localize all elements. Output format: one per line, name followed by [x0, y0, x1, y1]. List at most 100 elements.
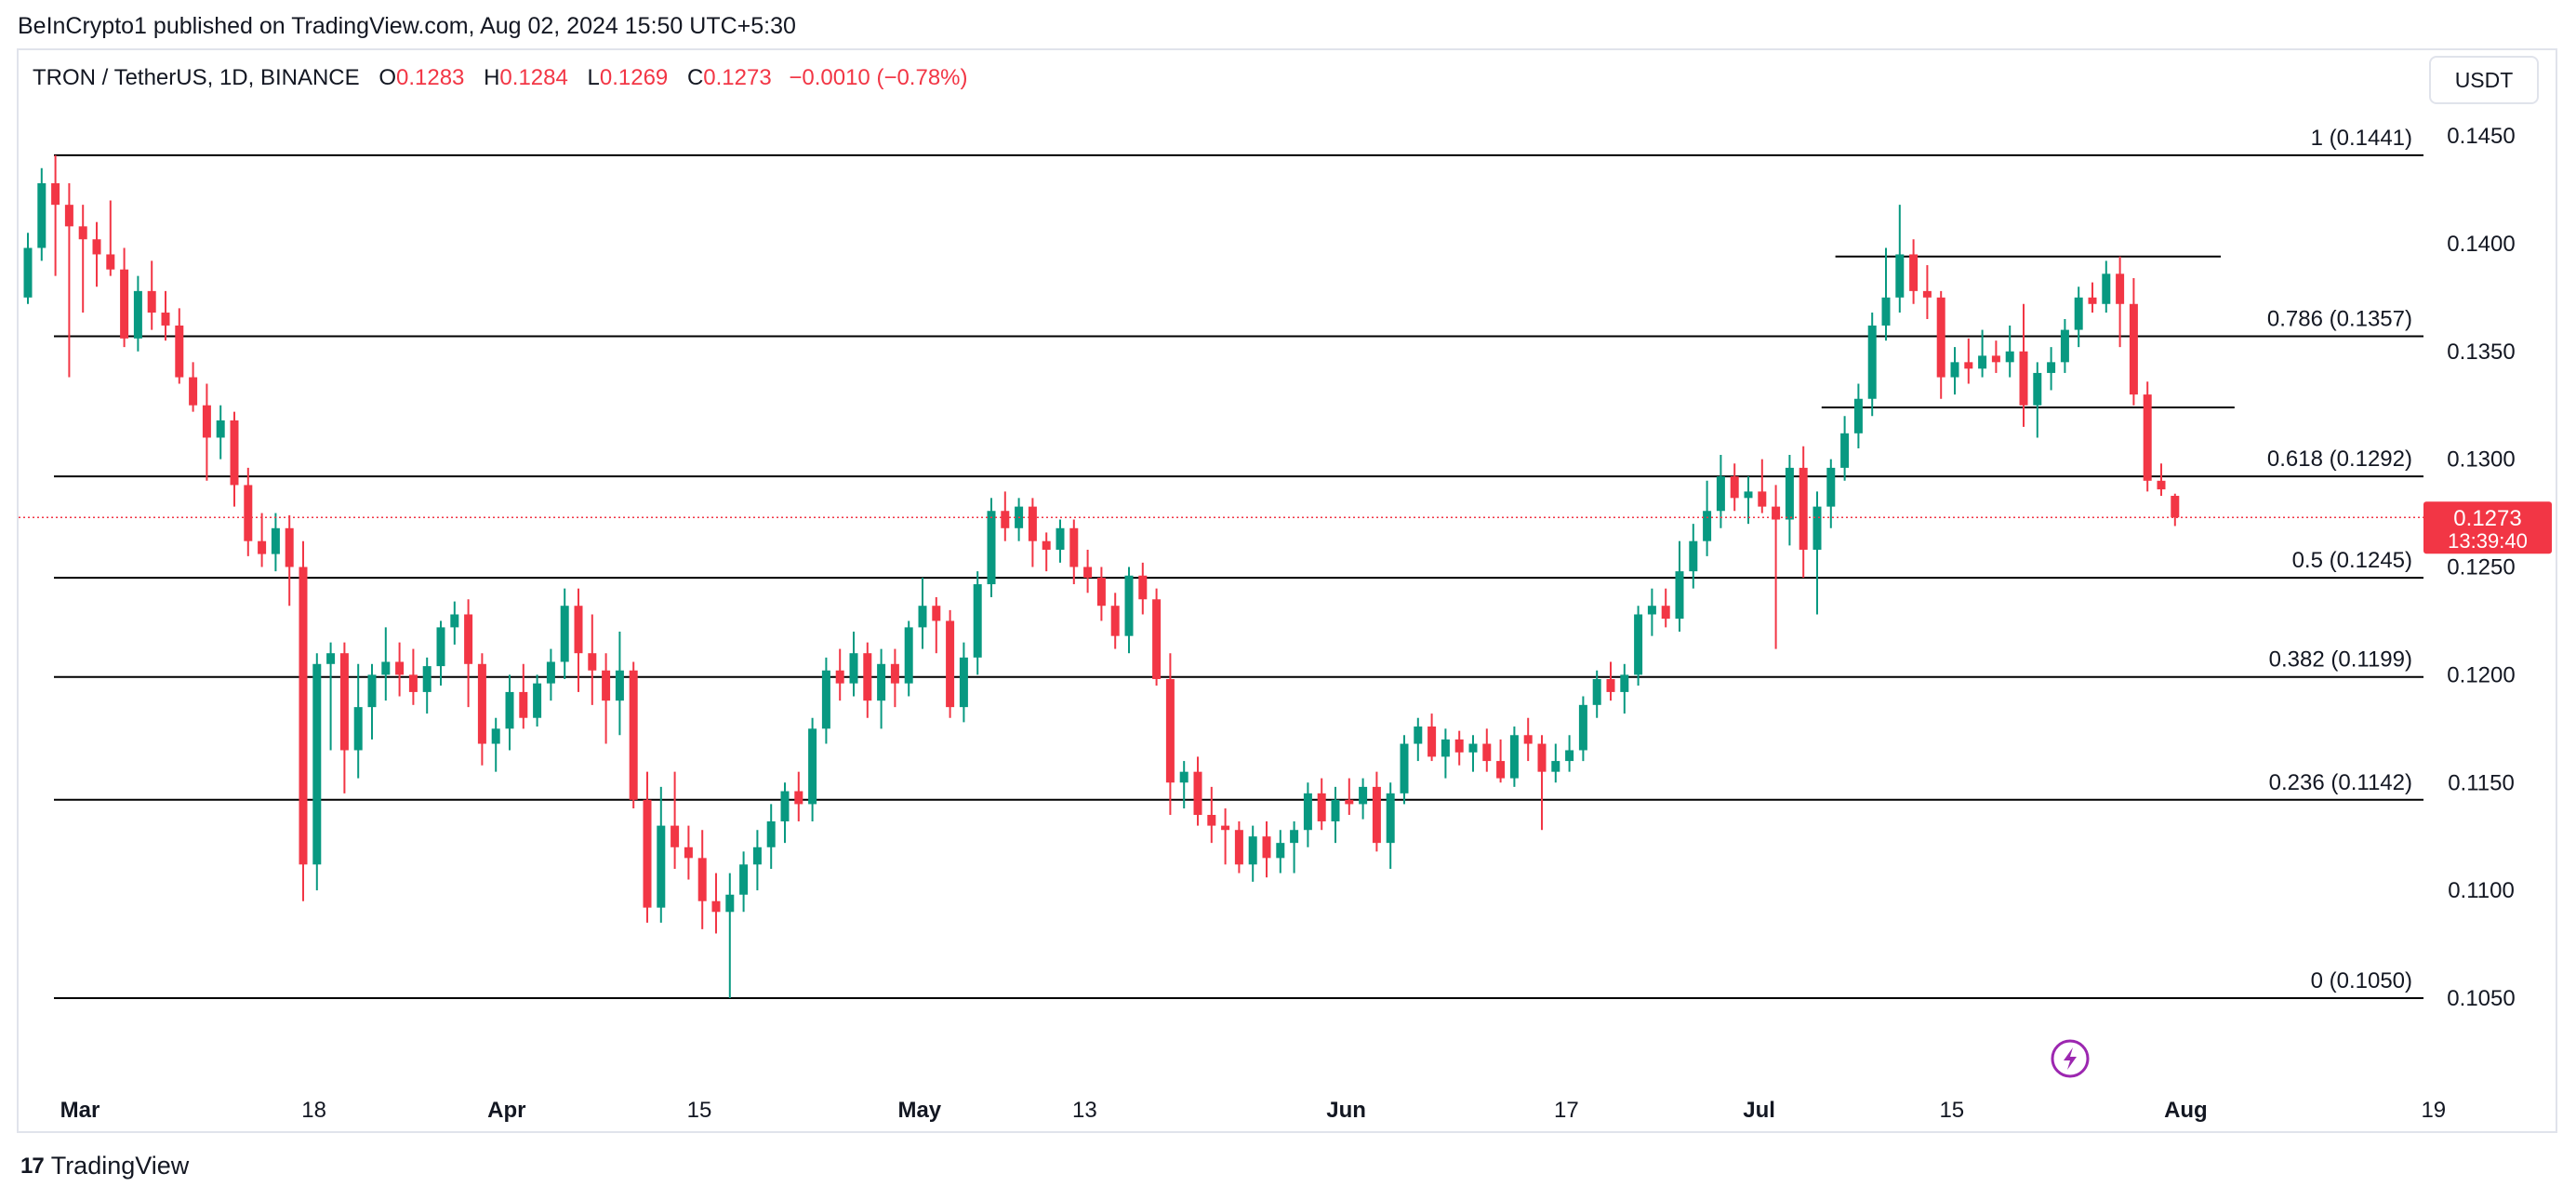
candle-112 — [1565, 750, 1574, 762]
candle-10 — [161, 313, 170, 326]
last-price-label: 0.1273 — [2453, 506, 2521, 531]
symbol-legend: TRON / TetherUS, 1D, BINANCE O0.1283 H0.… — [33, 65, 968, 91]
candle-77 — [1083, 567, 1093, 579]
candle-140 — [1950, 362, 1959, 378]
candle-129 — [1799, 467, 1808, 550]
candlestick-chart[interactable]: 1 (0.1441) 0.786 (0.1357) 0.618 (0.1292) 0.… — [0, 0, 2576, 1144]
candle-25 — [367, 674, 377, 708]
fib-label-5: 0.236 (0.1142) — [2269, 770, 2412, 795]
candle-142 — [1978, 355, 1987, 369]
low-label: L — [587, 65, 600, 90]
candle-20 — [299, 567, 308, 865]
candle-44 — [629, 670, 638, 800]
candle-60 — [849, 653, 858, 684]
candle-123 — [1716, 476, 1725, 512]
candle-138 — [1922, 290, 1932, 298]
candle-87 — [1221, 825, 1230, 831]
candle-117 — [1634, 614, 1643, 675]
candle-150 — [2088, 297, 2097, 304]
x-tick-10: Aug — [2164, 1098, 2208, 1123]
candle-144 — [2005, 351, 2014, 363]
candle-14 — [216, 420, 225, 438]
candle-84 — [1179, 771, 1188, 783]
candle-103 — [1441, 739, 1450, 757]
candle-0 — [23, 247, 33, 298]
candle-127 — [1772, 506, 1781, 520]
candle-18 — [271, 527, 280, 554]
candle-3 — [64, 205, 73, 227]
candle-69 — [973, 584, 982, 658]
candle-107 — [1496, 761, 1506, 779]
candle-118 — [1647, 606, 1656, 615]
candle-122 — [1703, 511, 1712, 541]
candle-126 — [1758, 491, 1767, 507]
x-tick-5: 13 — [1072, 1098, 1097, 1123]
candle-137 — [1909, 254, 1919, 291]
candle-136 — [1895, 254, 1905, 298]
candle-146 — [2033, 372, 2042, 406]
candle-89 — [1248, 836, 1257, 865]
candle-100 — [1400, 743, 1409, 793]
candle-40 — [574, 606, 583, 654]
candle-56 — [794, 791, 803, 805]
candle-47 — [671, 825, 680, 847]
candle-22 — [326, 653, 336, 664]
candle-91 — [1276, 843, 1285, 859]
candle-132 — [1840, 433, 1850, 468]
candle-30 — [436, 627, 445, 667]
candle-61 — [863, 653, 872, 701]
lightning-icon — [2064, 1047, 2077, 1070]
tradingview-logo[interactable]: 17 TradingView — [20, 1152, 189, 1180]
candle-105 — [1468, 743, 1478, 753]
candle-7 — [120, 269, 129, 339]
candle-70 — [987, 511, 996, 585]
candle-95 — [1331, 799, 1340, 821]
fib-label-3: 0.5 (0.1245) — [2292, 548, 2412, 573]
candle-41 — [588, 653, 597, 671]
candle-152 — [2116, 273, 2125, 304]
candle-26 — [381, 661, 391, 675]
x-tick-1: 18 — [301, 1098, 326, 1123]
candle-97 — [1359, 786, 1368, 805]
candle-141 — [1964, 362, 1973, 369]
candle-79 — [1110, 606, 1120, 636]
fib-label-2: 0.618 (0.1292) — [2267, 447, 2412, 472]
y-tick-5: 0.1200 — [2447, 662, 2515, 687]
y-tick-3: 0.1300 — [2447, 447, 2515, 473]
candle-98 — [1372, 786, 1381, 844]
candle-62 — [877, 663, 886, 701]
y-tick-0: 0.1450 — [2447, 124, 2515, 149]
candle-51 — [725, 894, 735, 913]
candle-111 — [1551, 761, 1560, 772]
candle-48 — [684, 847, 693, 859]
candle-38 — [546, 661, 555, 684]
candle-32 — [464, 614, 473, 664]
candle-92 — [1290, 830, 1299, 844]
open-value: 0.1283 — [396, 65, 465, 90]
candle-78 — [1096, 578, 1106, 607]
candle-46 — [657, 825, 666, 908]
x-tick-2: Apr — [487, 1098, 525, 1123]
y-tick-8: 0.1050 — [2447, 986, 2515, 1011]
y-tick-4: 0.1250 — [2447, 555, 2515, 580]
candle-114 — [1592, 679, 1601, 705]
candle-153 — [2129, 303, 2138, 395]
candle-63 — [890, 663, 899, 684]
candle-5 — [92, 239, 101, 255]
currency-button[interactable]: USDT — [2429, 56, 2539, 104]
candle-34 — [491, 728, 500, 744]
candle-80 — [1124, 575, 1134, 636]
candle-104 — [1454, 739, 1464, 753]
candle-27 — [395, 661, 405, 675]
candle-53 — [752, 847, 762, 865]
candle-113 — [1578, 704, 1587, 751]
candle-17 — [258, 540, 267, 554]
candle-125 — [1744, 491, 1753, 499]
candle-52 — [739, 864, 749, 895]
y-tick-6: 0.1150 — [2448, 770, 2515, 795]
change-value: −0.0010 (−0.78%) — [789, 65, 968, 90]
countdown-label: 13:39:40 — [2448, 529, 2528, 553]
candle-108 — [1509, 735, 1519, 779]
candle-66 — [932, 606, 941, 621]
symbol-title[interactable]: TRON / TetherUS, 1D, BINANCE — [33, 65, 360, 90]
